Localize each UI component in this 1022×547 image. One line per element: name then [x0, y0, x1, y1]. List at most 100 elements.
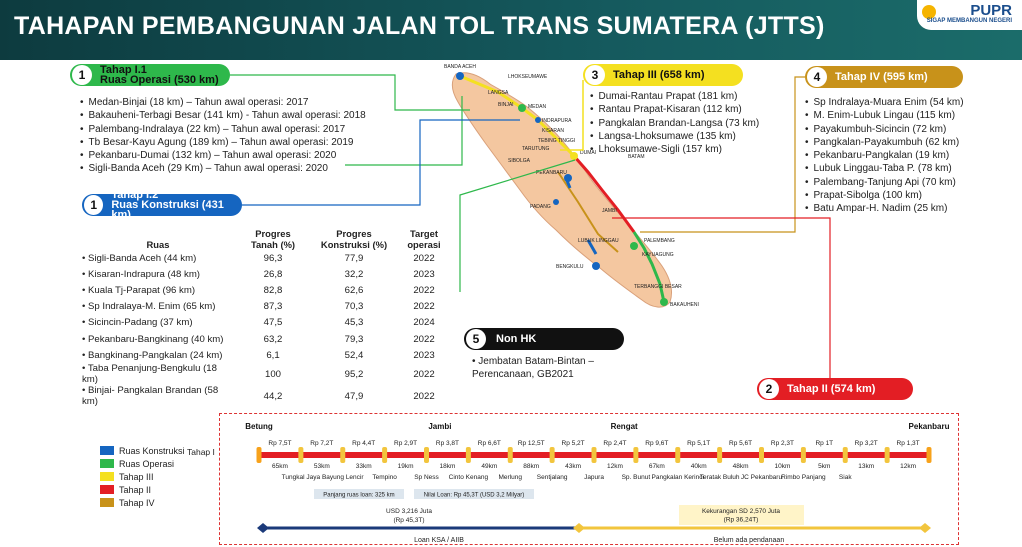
table-cell: 82,8 [263, 284, 283, 296]
strip-node-label: Cinto Kenang [449, 474, 489, 481]
strip-node-label: Pangkalan Kerinci [652, 474, 704, 481]
segment-km-label: 88km [523, 463, 539, 470]
strip-city-label: Jambi [428, 422, 451, 431]
col-ruas: Ruas [146, 239, 170, 250]
strip-node-marker [759, 447, 764, 463]
nonhk-title: Non HK [496, 333, 537, 345]
strip-node-marker [591, 447, 597, 463]
tahap4-number: 4 [807, 67, 827, 87]
strip-node-label: Sp. Bunut [622, 474, 651, 481]
node-palembang [630, 242, 638, 250]
strip-node-label: Teratak Buluh [700, 474, 740, 481]
header-bar: TAHAPAN PEMBANGUNAN JALAN TOL TRANS SUMA… [0, 0, 1022, 60]
page-title: TAHAPAN PEMBANGUNAN JALAN TOL TRANS SUMA… [14, 12, 825, 40]
table-row: Sigli-Banda Aceh (44 km) 96,3 77,9 2022 [78, 250, 448, 266]
table-cell: Sp Indralaya-M. Enim (65 km) [78, 299, 238, 315]
legend-item: Tahap III [100, 470, 185, 483]
segment-cost-label: Rp 9,6T [645, 440, 668, 447]
tahap3-item: Rantau Prapat-Kisaran (112 km) [590, 103, 759, 116]
table-row: Kisaran-Indrapura (48 km) 26,8 32,2 2023 [78, 266, 448, 282]
segment-cost-label: Rp 5,1T [687, 440, 710, 447]
node-pekanbaru [564, 174, 572, 182]
tahap11-subtitle: Ruas Operasi (530 km) [100, 74, 219, 86]
strip-node-marker [340, 447, 346, 463]
strip-node-label: Japura [584, 474, 604, 481]
strip-node-label: Sentjalang [537, 474, 568, 481]
tahap2-pill: 2 Tahap II (574 km) [757, 378, 913, 400]
segment-km-label: 40km [691, 463, 707, 470]
map-city-label: TARUTUNG [522, 146, 550, 152]
map-city-label: PADANG [530, 204, 551, 210]
tahap4-item: Palembang-Tanjung Api (70 km) [805, 176, 964, 189]
tahap4-item: Lubuk Linggau-Taba P. (78 km) [805, 162, 964, 175]
tahap11-item: Sigli-Banda Aceh (29 Km) – Tahun awal op… [80, 162, 366, 175]
map-city-label: SIBOLGA [508, 158, 531, 164]
map-legend: Ruas Konstruksi Ruas Operasi Tahap III Taha… [100, 444, 185, 509]
table-row: Bangkinang-Pangkalan (24 km) 6,1 52,4 2023 [78, 347, 448, 363]
kekurangan-box [679, 505, 804, 525]
table-row: Sicincin-Padang (37 km) 47,5 45,3 2024 [78, 315, 448, 331]
segment-cost-label: Rp 7,5T [268, 440, 291, 447]
sumatera-island-shape [451, 72, 673, 308]
tahap4-item: Sp Indralaya-Muara Enim (54 km) [805, 96, 964, 109]
strip-node-label: Bayung Lencir [322, 474, 364, 481]
strip-node-marker [717, 447, 723, 463]
kekurangan-rp-label: (Rp 36,24T) [724, 517, 759, 524]
segment-km-label: 43km [565, 463, 581, 470]
strip-node-label: Merlung [499, 474, 523, 481]
strip-node-marker [465, 447, 471, 463]
legend-swatch [100, 459, 114, 468]
segment-cost-label: Rp 3,2T [855, 440, 878, 447]
belum-bar-end-icon [919, 523, 931, 533]
segment-cost-label: Rp 4,4T [352, 440, 375, 447]
legend-tahap-label: Tahap I [187, 447, 215, 457]
node-indrapura [535, 117, 541, 123]
table-cell: Kuala Tj-Parapat (96 km) [78, 282, 238, 298]
map-city-label: BAKAUHENI [670, 302, 699, 308]
legend-label: Ruas Konstruksi [119, 445, 185, 456]
map-city-label: PALEMBANG [644, 238, 675, 244]
table-cell: 2022 [413, 333, 435, 345]
table-cell: 95,2 [344, 368, 364, 380]
table-header-row: Ruas Progres Tanah (%) Progres Konstruks… [78, 222, 448, 250]
tahap4-item: Payakumbuh-Sicincin (72 km) [805, 123, 964, 136]
tahap3-title: Tahap III (658 km) [613, 69, 705, 81]
strip-node-label: Sp Ness [414, 474, 439, 481]
segment-cost-label: Rp 1,3T [897, 440, 920, 447]
tahap11-item: Bakauheni-Terbagi Besar (141 km) - Tahun… [80, 109, 366, 122]
map-city-label: TERBANGGI BESAR [634, 284, 682, 290]
table-cell: 2022 [413, 368, 435, 380]
map-city-label: LUBUK LINGGAU [578, 238, 619, 244]
tahap11-item: Pekanbaru-Dumai (132 km) – Tahun awal op… [80, 149, 366, 162]
strip-node-marker [298, 447, 304, 463]
strip-node-marker [256, 447, 262, 463]
tahap3-number: 3 [585, 65, 605, 85]
sumatera-map: BANDA ACEH LHOKSEUMAWE LANGSA MEDAN BINJAI IN… [444, 64, 699, 308]
usd-label: USD 3,216 Juta [386, 508, 432, 515]
route-strip: Rp 7,5T Rp 7,2T Rp 4,4T Rp 2,9T Rp 3,8T Rp 6,… [245, 422, 949, 544]
table-cell: Sicincin-Padang (37 km) [78, 315, 238, 331]
strip-node-label: Tungkal Jaya [282, 474, 321, 481]
legend-item: Tahap IV [100, 496, 185, 509]
table-cell: 70,3 [344, 301, 364, 313]
legend-swatch [100, 485, 114, 494]
table-row: Binjai- Pangkalan Brandan (58 km) 44,2 47,… [78, 385, 448, 407]
tahap4-item: M. Enim-Lubuk Lingau (115 km) [805, 109, 964, 122]
tahap3-pill: 3 Tahap III (658 km) [583, 64, 743, 86]
table-cell: Pekanbaru-Bangkinang (40 km) [78, 331, 238, 347]
nonhk-item: • Jembatan Batam-Bintan – Perencanaan, G… [472, 356, 594, 380]
usd-rp-label: (Rp 45,3T) [393, 517, 424, 524]
segment-cost-label: Rp 12,5T [518, 440, 545, 447]
ruas-konstruksi-table: Ruas Progres Tanah (%) Progres Konstruks… [78, 222, 448, 407]
tahap3-list: Dumai-Rantau Prapat (181 km)Rantau Prapa… [590, 90, 760, 156]
pupr-logo-icon [922, 5, 936, 19]
table-cell: 45,3 [344, 317, 364, 329]
tahap4-list: Sp Indralaya-Muara Enim (54 km)M. Enim-L… [805, 96, 964, 216]
legend-label: Ruas Operasi [119, 458, 175, 469]
table-cell: 2023 [413, 349, 435, 361]
strip-node-marker [842, 447, 848, 463]
kekurangan-label: Kekurangan SD 2,570 Juta [702, 508, 780, 515]
nilai-label: Nilai Loan: Rp 45,3T (USD 3,2 Milyar) [424, 493, 525, 499]
segment-km-label: 18km [439, 463, 455, 470]
